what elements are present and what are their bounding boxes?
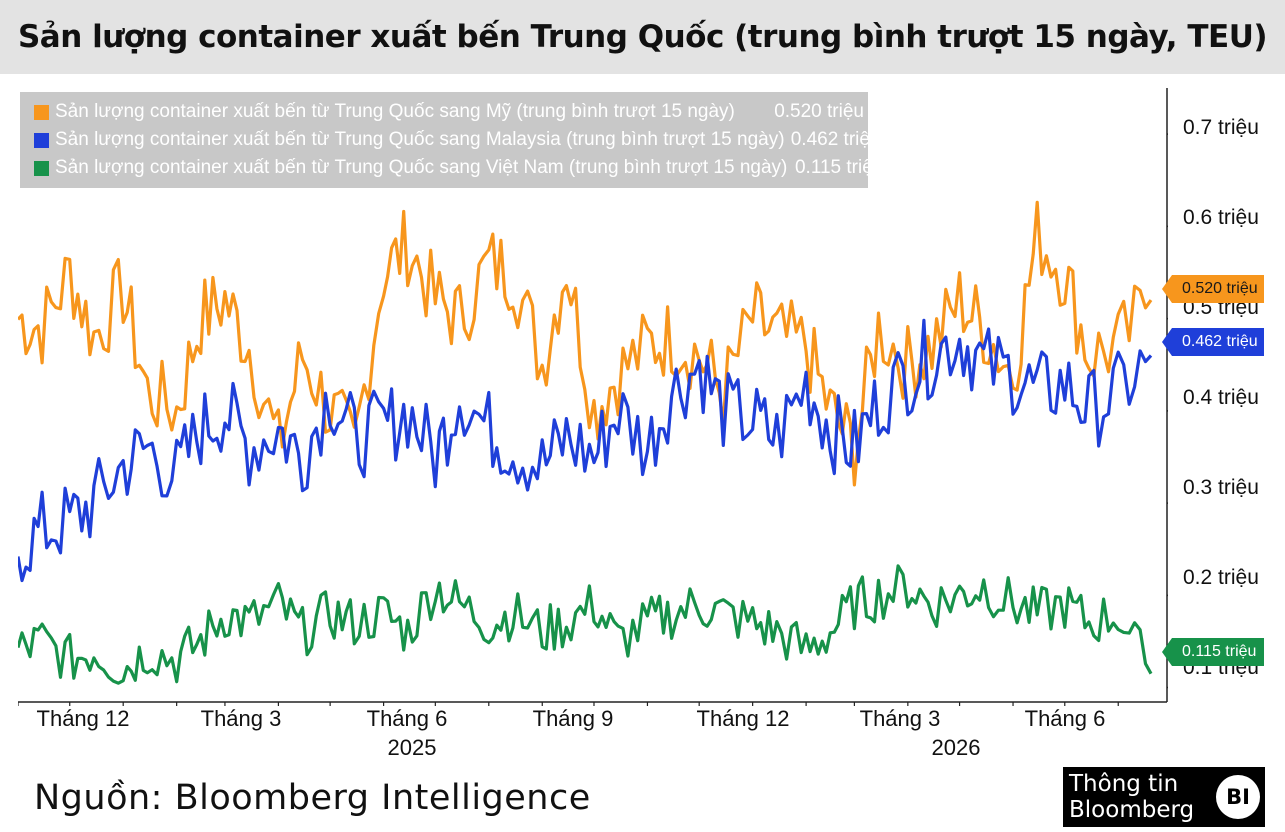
last-value-badge-malaysia: 0.462 triệu <box>1162 328 1264 356</box>
logo-line-1: Thông tin <box>1069 771 1179 797</box>
legend-item-usa[interactable]: Sản lượng container xuất bến từ Trung Qu… <box>34 98 864 126</box>
logo-line-2: Bloomberg <box>1069 797 1195 823</box>
badge-text: 0.462 triệu <box>1182 333 1258 350</box>
x-tick-label: Tháng 6 <box>366 706 448 731</box>
last-value-badge-usa: 0.520 triệu <box>1162 275 1264 303</box>
legend: Sản lượng container xuất bến từ Trung Qu… <box>20 92 883 188</box>
y-tick-label: 0.4 triệu <box>1183 386 1259 409</box>
legend-value: 0.520 triệu <box>774 101 864 122</box>
x-tick-label: Tháng 3 <box>200 706 282 731</box>
series-line-vietnam <box>18 564 1153 685</box>
legend-item-malaysia[interactable]: Sản lượng container xuất bến từ Trung Qu… <box>34 126 881 154</box>
y-tick-label: 0.6 triệu <box>1183 206 1259 229</box>
chart-area <box>18 88 1168 706</box>
y-tick-label: 0.7 triệu <box>1183 116 1259 139</box>
source-note: Nguồn: Bloomberg Intelligence <box>34 778 591 818</box>
x-tick-label: Tháng 9 <box>532 706 614 731</box>
bi-mark-icon: BI <box>1216 775 1260 819</box>
x-tick-label: Tháng 12 <box>696 706 790 731</box>
badge-text: 0.115 triệu <box>1182 643 1257 660</box>
legend-item-vietnam[interactable]: Sản lượng container xuất bến từ Trung Qu… <box>34 154 883 182</box>
line-chart <box>18 88 1168 706</box>
legend-value: 0.462 triệu <box>790 129 881 150</box>
series-line-malaysia <box>18 318 1153 583</box>
year-label: 2026 <box>931 735 981 760</box>
series-line-usa <box>18 200 1153 487</box>
x-tick-label: Tháng 12 <box>36 706 130 731</box>
logo-text: Thông tin Bloomberg <box>1069 771 1194 823</box>
legend-swatch-vietnam <box>34 160 49 176</box>
legend-swatch-malaysia <box>34 132 49 148</box>
legend-value: 0.115 triệu <box>794 157 884 178</box>
legend-label: Sản lượng container xuất bến từ Trung Qu… <box>55 129 785 150</box>
badge-text: 0.520 triệu <box>1182 280 1258 297</box>
year-label: 2025 <box>387 735 437 760</box>
y-tick-label: 0.2 triệu <box>1183 566 1259 589</box>
title-bar <box>0 0 1285 74</box>
legend-label: Sản lượng container xuất bến từ Trung Qu… <box>55 157 788 178</box>
legend-label: Sản lượng container xuất bến từ Trung Qu… <box>55 101 735 122</box>
x-tick-label: Tháng 6 <box>1024 706 1106 731</box>
bloomberg-logo: Thông tin Bloomberg BI <box>1063 767 1265 827</box>
x-tick-label: Tháng 3 <box>859 706 941 731</box>
last-value-badge-vietnam: 0.115 triệu <box>1162 638 1264 666</box>
y-tick-label: 0.3 triệu <box>1183 476 1259 499</box>
legend-swatch-usa <box>34 104 49 120</box>
chart-title: Sản lượng container xuất bến Trung Quốc … <box>17 19 1268 55</box>
